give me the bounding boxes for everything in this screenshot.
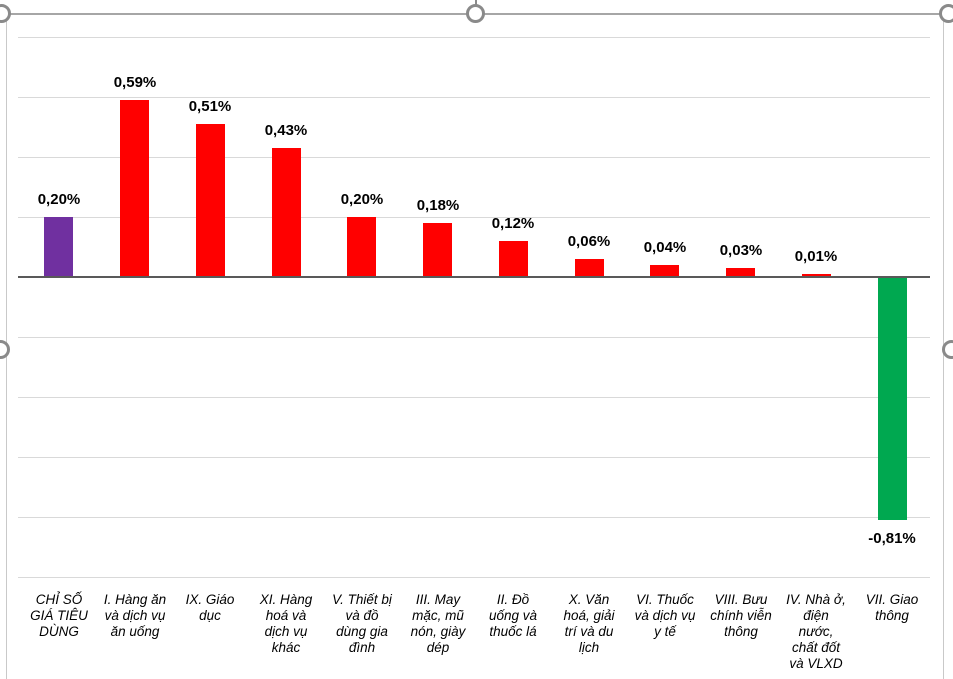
value-label: 0,51% <box>188 98 232 115</box>
bar-12[interactable] <box>878 277 907 520</box>
value-label: 0,01% <box>794 248 838 265</box>
category-label: X. Văn hoá, giải trí và du lịch <box>563 592 615 655</box>
value-label: 0,06% <box>567 233 611 250</box>
resize-handle-top-center[interactable] <box>466 4 485 23</box>
value-label: 0,18% <box>416 197 460 214</box>
gridline <box>18 157 930 158</box>
bar-5[interactable] <box>347 217 376 277</box>
bar-1[interactable] <box>44 217 73 277</box>
category-label: VIII. Bưu chính viễn thông <box>710 592 772 639</box>
category-label: IX. Giáo dục <box>185 592 235 623</box>
gridline <box>18 217 930 218</box>
value-label: 0,59% <box>113 74 157 91</box>
bar-11[interactable] <box>802 274 831 277</box>
value-label: 0,03% <box>719 242 763 259</box>
gridline <box>18 37 930 38</box>
category-label: VII. Giao thông <box>865 592 919 623</box>
category-label: III. May mặc, mũ nón, giày dép <box>410 592 466 655</box>
gridline <box>18 517 930 518</box>
resize-handle-mid-left[interactable] <box>0 340 10 359</box>
bar-3[interactable] <box>196 124 225 277</box>
x-axis-line <box>18 276 930 278</box>
resize-handle-top-right[interactable] <box>939 4 953 23</box>
category-label: VI. Thuốc và dịch vụ y tế <box>634 592 696 639</box>
category-label: CHỈ SỐ GIÁ TIÊU DÙNG <box>30 592 88 639</box>
gridline <box>18 457 930 458</box>
bar-10[interactable] <box>726 268 755 277</box>
value-label: 0,20% <box>37 191 81 208</box>
category-label: I. Hàng ăn và dịch vụ ăn uống <box>103 592 167 639</box>
resize-handle-mid-right[interactable] <box>942 340 953 359</box>
bar-6[interactable] <box>423 223 452 277</box>
bar-4[interactable] <box>272 148 301 277</box>
rotation-handle-stem <box>475 0 477 7</box>
value-label: 0,20% <box>340 191 384 208</box>
value-label: 0,12% <box>491 215 535 232</box>
value-label: 0,43% <box>264 122 308 139</box>
bar-8[interactable] <box>575 259 604 277</box>
resize-handle-top-left[interactable] <box>0 4 11 23</box>
category-label: XI. Hàng hoá và dịch vụ khác <box>259 592 313 655</box>
category-label: II. Đồ uống và thuốc lá <box>488 592 538 639</box>
bar-7[interactable] <box>499 241 528 277</box>
category-label: IV. Nhà ở, điện nước, chất đốt và VLXD <box>786 592 846 671</box>
value-label: 0,04% <box>643 239 687 256</box>
category-label: V. Thiết bị và đồ dùng gia đình <box>332 592 392 655</box>
gridline <box>18 577 930 578</box>
gridline <box>18 97 930 98</box>
gridline <box>18 337 930 338</box>
gridline <box>18 397 930 398</box>
value-label: -0,81% <box>868 530 916 547</box>
bar-9[interactable] <box>650 265 679 277</box>
bar-2[interactable] <box>120 100 149 277</box>
